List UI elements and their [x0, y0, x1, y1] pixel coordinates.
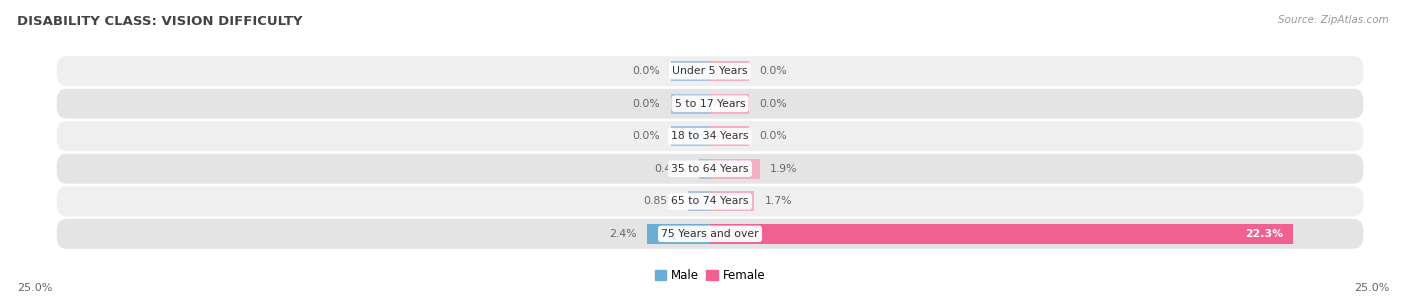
Text: 0.0%: 0.0%: [633, 99, 661, 109]
Text: 1.7%: 1.7%: [765, 196, 793, 206]
Bar: [688, 191, 710, 211]
Text: 0.85%: 0.85%: [643, 196, 678, 206]
Text: 0.42%: 0.42%: [654, 164, 689, 174]
Bar: [671, 126, 710, 146]
Text: 0.0%: 0.0%: [633, 131, 661, 141]
Bar: [671, 94, 710, 114]
FancyBboxPatch shape: [56, 153, 1364, 184]
Text: 35 to 64 Years: 35 to 64 Years: [671, 164, 749, 174]
Text: 0.0%: 0.0%: [759, 131, 787, 141]
Legend: Male, Female: Male, Female: [650, 265, 770, 287]
Bar: [710, 126, 749, 146]
FancyBboxPatch shape: [56, 56, 1364, 86]
Text: 22.3%: 22.3%: [1244, 229, 1282, 239]
FancyBboxPatch shape: [56, 121, 1364, 152]
Bar: [671, 61, 710, 81]
FancyBboxPatch shape: [56, 186, 1364, 217]
Text: 25.0%: 25.0%: [1354, 283, 1389, 293]
Bar: [710, 224, 1294, 244]
FancyBboxPatch shape: [56, 88, 1364, 119]
Bar: [710, 94, 749, 114]
Text: 25.0%: 25.0%: [17, 283, 52, 293]
Text: Under 5 Years: Under 5 Years: [672, 66, 748, 76]
Bar: [699, 159, 710, 179]
Text: DISABILITY CLASS: VISION DIFFICULTY: DISABILITY CLASS: VISION DIFFICULTY: [17, 15, 302, 28]
Bar: [710, 159, 759, 179]
Text: Source: ZipAtlas.com: Source: ZipAtlas.com: [1278, 15, 1389, 25]
Text: 0.0%: 0.0%: [633, 66, 661, 76]
Text: 0.0%: 0.0%: [759, 66, 787, 76]
Bar: [647, 224, 710, 244]
Text: 2.4%: 2.4%: [609, 229, 637, 239]
Text: 18 to 34 Years: 18 to 34 Years: [671, 131, 749, 141]
FancyBboxPatch shape: [56, 219, 1364, 249]
Text: 0.0%: 0.0%: [759, 99, 787, 109]
Bar: [710, 191, 755, 211]
Text: 65 to 74 Years: 65 to 74 Years: [671, 196, 749, 206]
Text: 1.9%: 1.9%: [770, 164, 797, 174]
Text: 5 to 17 Years: 5 to 17 Years: [675, 99, 745, 109]
Text: 75 Years and over: 75 Years and over: [661, 229, 759, 239]
Bar: [710, 61, 749, 81]
